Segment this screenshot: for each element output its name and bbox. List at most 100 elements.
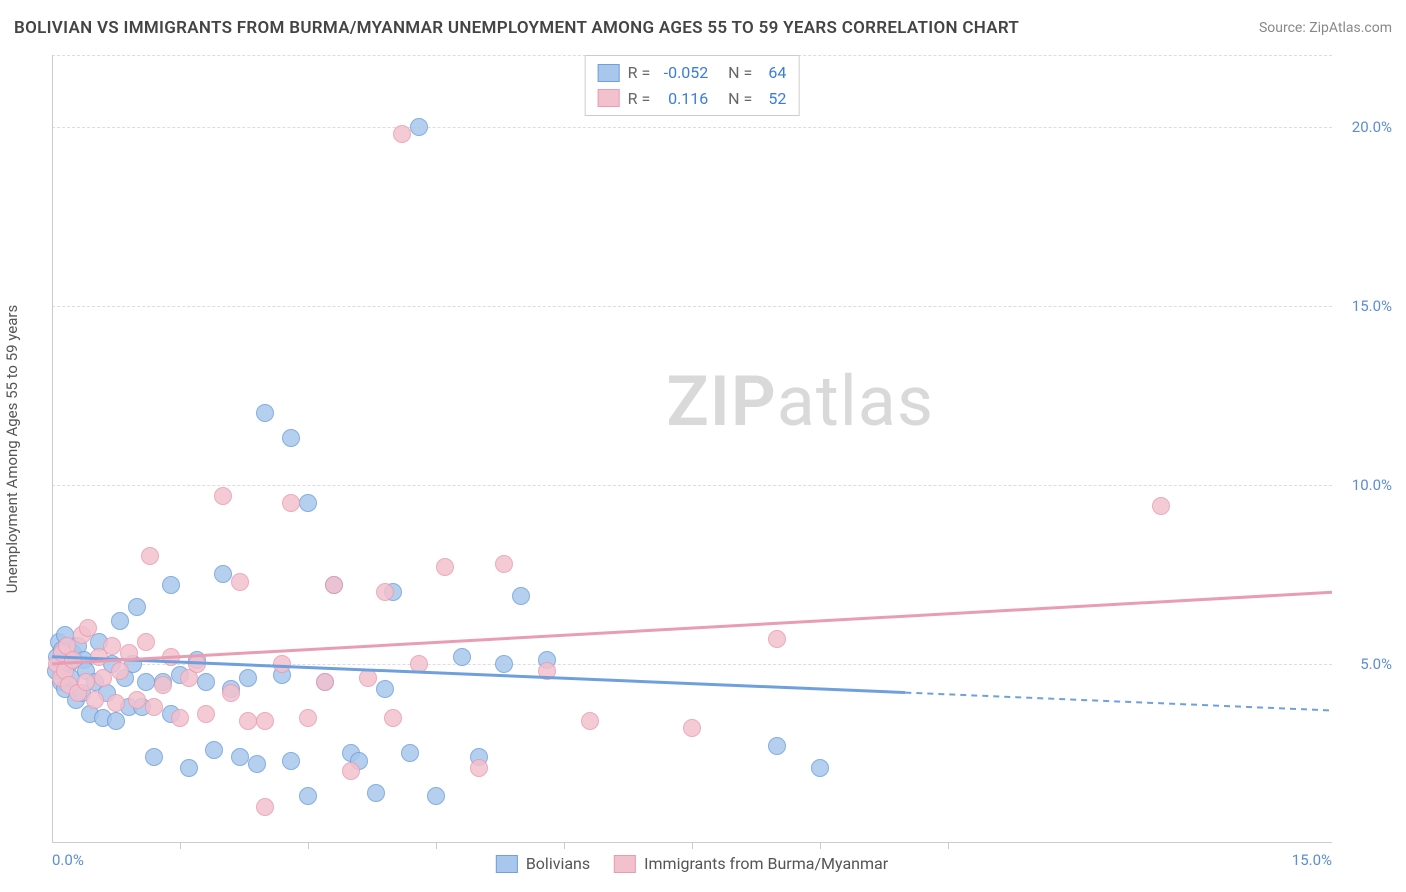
scatter-plot: 5.0%10.0%15.0%20.0%0.0%15.0% R = -0.052 … — [52, 55, 1332, 843]
data-point — [239, 669, 257, 687]
y-axis-label: Unemployment Among Ages 55 to 59 years — [3, 305, 21, 593]
data-point — [120, 644, 138, 662]
data-point — [86, 691, 104, 709]
data-point — [811, 759, 829, 777]
data-point — [768, 630, 786, 648]
data-point — [453, 648, 471, 666]
data-point — [581, 712, 599, 730]
data-point — [128, 691, 146, 709]
data-point — [325, 576, 343, 594]
data-point — [495, 655, 513, 673]
grid-line — [52, 306, 1332, 307]
x-tick — [180, 843, 181, 849]
y-tick-label: 5.0% — [1360, 655, 1392, 673]
x-tick — [564, 843, 565, 849]
data-point — [145, 748, 163, 766]
title-bar: BOLIVIAN VS IMMIGRANTS FROM BURMA/MYANMA… — [14, 18, 1392, 38]
x-tick — [820, 843, 821, 849]
data-point — [171, 709, 189, 727]
data-point — [282, 494, 300, 512]
data-point — [154, 676, 172, 694]
data-point — [299, 494, 317, 512]
data-point — [205, 741, 223, 759]
data-point — [188, 655, 206, 673]
data-point — [427, 787, 445, 805]
data-point — [410, 655, 428, 673]
data-point — [162, 576, 180, 594]
data-point — [299, 709, 317, 727]
x-tick — [436, 843, 437, 849]
y-tick-label: 20.0% — [1352, 118, 1392, 136]
data-point — [94, 669, 112, 687]
chart-title: BOLIVIAN VS IMMIGRANTS FROM BURMA/MYANMA… — [14, 18, 1019, 38]
legend-swatch — [598, 89, 620, 107]
data-point — [1152, 497, 1170, 515]
data-point — [376, 680, 394, 698]
data-point — [111, 612, 129, 630]
data-point — [137, 673, 155, 691]
data-point — [239, 712, 257, 730]
legend-item: Bolivians — [496, 854, 590, 873]
data-point — [495, 555, 513, 573]
x-tick-label: 0.0% — [52, 851, 84, 869]
legend-label: Bolivians — [526, 854, 590, 873]
data-point — [256, 798, 274, 816]
data-point — [538, 662, 556, 680]
data-point — [197, 705, 215, 723]
data-point — [512, 587, 530, 605]
data-point — [107, 712, 125, 730]
data-point — [256, 404, 274, 422]
data-point — [401, 744, 419, 762]
data-point — [79, 619, 97, 637]
source-label: Source: ZipAtlas.com — [1259, 20, 1392, 36]
data-point — [470, 759, 488, 777]
data-point — [128, 598, 146, 616]
y-tick-label: 10.0% — [1352, 476, 1392, 494]
legend-swatch — [598, 64, 620, 82]
data-point — [359, 669, 377, 687]
data-point — [103, 637, 121, 655]
data-point — [137, 633, 155, 651]
r-value: -0.052 — [658, 60, 708, 86]
data-point — [768, 737, 786, 755]
data-point — [393, 125, 411, 143]
y-axis — [52, 55, 53, 843]
grid-line — [52, 127, 1332, 128]
data-point — [214, 565, 232, 583]
data-point — [231, 748, 249, 766]
data-point — [162, 648, 180, 666]
grid-line — [52, 664, 1332, 665]
data-point — [64, 651, 82, 669]
data-point — [180, 759, 198, 777]
data-point — [683, 719, 701, 737]
data-point — [197, 673, 215, 691]
y-tick-label: 15.0% — [1352, 297, 1392, 315]
data-point — [214, 487, 232, 505]
r-value: 0.116 — [658, 86, 708, 112]
n-value: 64 — [760, 60, 786, 86]
data-point — [141, 547, 159, 565]
legend-swatch — [614, 855, 636, 873]
data-point — [282, 752, 300, 770]
data-point — [222, 684, 240, 702]
data-point — [367, 784, 385, 802]
legend-label: Immigrants from Burma/Myanmar — [644, 854, 888, 873]
data-point — [111, 662, 129, 680]
legend-swatch — [496, 855, 518, 873]
correlation-legend: R = -0.052 N = 64 R = 0.116 N = 52 — [585, 55, 800, 116]
data-point — [282, 429, 300, 447]
data-point — [410, 118, 428, 136]
data-point — [436, 558, 454, 576]
series-legend: Bolivians Immigrants from Burma/Myanmar — [496, 854, 888, 873]
data-point — [248, 755, 266, 773]
data-point — [299, 787, 317, 805]
data-point — [107, 694, 125, 712]
data-point — [256, 712, 274, 730]
legend-row: R = 0.116 N = 52 — [598, 86, 787, 112]
x-tick — [692, 843, 693, 849]
data-point — [273, 655, 291, 673]
grid-line — [52, 485, 1332, 486]
n-value: 52 — [760, 86, 786, 112]
chart-area: Unemployment Among Ages 55 to 59 years 5… — [52, 55, 1388, 843]
data-point — [145, 698, 163, 716]
